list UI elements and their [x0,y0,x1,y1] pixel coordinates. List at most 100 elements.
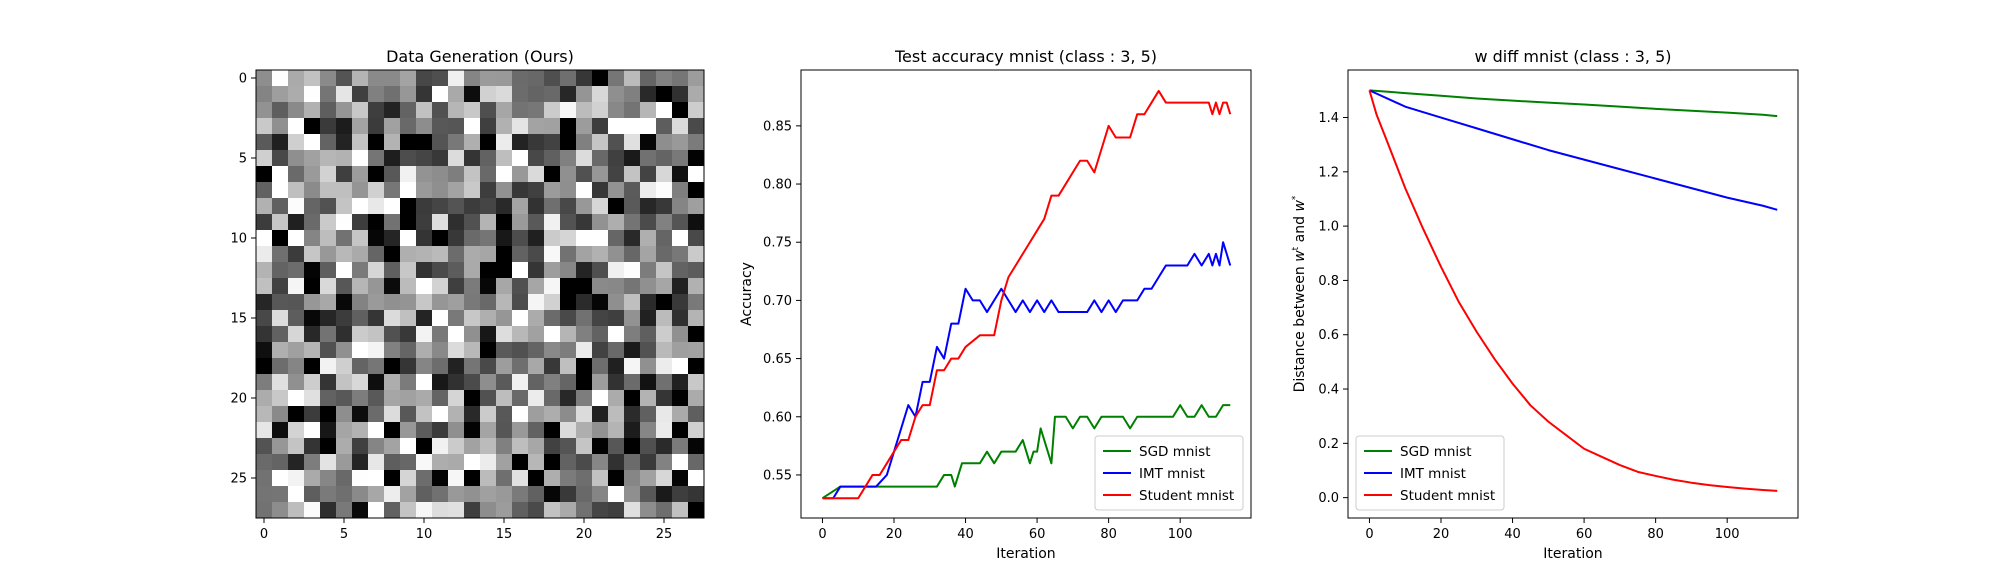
heatmap-cell [672,166,689,183]
accuracy-xtick-label: 60 [1029,527,1046,542]
heatmap-cell [608,198,625,215]
heatmap-cell [608,390,625,407]
heatmap-cell [304,294,321,311]
heatmap-cell [560,502,577,519]
heatmap-cell [496,102,513,119]
heatmap-cell [352,326,369,343]
heatmap-cell [320,438,337,455]
heatmap-title: Data Generation (Ours) [386,47,574,66]
heatmap-cell [288,422,305,439]
heatmap-cell [640,198,657,215]
heatmap-cell [368,310,385,327]
heatmap-cell [688,166,705,183]
heatmap-cell [464,310,481,327]
heatmap-cell [336,214,353,231]
heatmap-cell [544,230,561,247]
heatmap-cell [624,118,641,135]
heatmap-cell [592,182,609,199]
heatmap-cell [592,310,609,327]
heatmap-cell [352,406,369,423]
heatmap-cell [512,70,529,87]
heatmap-cell [528,70,545,87]
heatmap-cell [576,230,593,247]
heatmap-cell [656,358,673,375]
heatmap-cell [608,326,625,343]
heatmap-cell [672,246,689,263]
heatmap-cell [688,390,705,407]
heatmap-cell [544,438,561,455]
heatmap-cell [576,246,593,263]
heatmap-cell [512,182,529,199]
accuracy-frame [800,69,1252,519]
heatmap-cell [640,166,657,183]
heatmap-cell [272,454,289,471]
heatmap-cell [368,454,385,471]
wdiff-series-student-mnist [1368,90,1778,492]
heatmap-cell [480,342,497,359]
heatmap-cell [432,294,449,311]
heatmap-cell [688,486,705,503]
heatmap-cell [416,230,433,247]
heatmap-cell [432,406,449,423]
heatmap-cell [384,470,401,487]
heatmap-cell [448,230,465,247]
heatmap-cell [368,502,385,519]
heatmap-cell [336,294,353,311]
heatmap-cell [272,358,289,375]
heatmap-cell [464,134,481,151]
heatmap-ytick-label: 0 [239,72,247,87]
heatmap-cell [368,294,385,311]
heatmap-cell [288,278,305,295]
heatmap-cell [352,182,369,199]
heatmap-cell [432,358,449,375]
heatmap-cell [256,198,273,215]
heatmap-cell [464,102,481,119]
heatmap-cell [640,70,657,87]
heatmap-cell [336,246,353,263]
accuracy-legend-label: SGD mnist [1139,444,1211,460]
heatmap-cell [512,374,529,391]
heatmap-ytick-label: 5 [239,152,247,167]
heatmap-cell [432,374,449,391]
heatmap-cell [608,294,625,311]
heatmap-cell [272,278,289,295]
heatmap-cell [336,262,353,279]
heatmap-cell [272,246,289,263]
heatmap-cell [320,502,337,519]
heatmap-cell [400,70,417,87]
heatmap-cell [592,422,609,439]
heatmap-cell [432,278,449,295]
heatmap-cell [528,502,545,519]
heatmap-cell [656,230,673,247]
heatmap-cell [544,358,561,375]
heatmap-cell [576,70,593,87]
heatmap-cell [544,102,561,119]
accuracy-series-student-mnist [822,89,1232,500]
heatmap-cell [496,246,513,263]
heatmap-cell [592,246,609,263]
heatmap-cell [416,374,433,391]
accuracy-xtick-label: 40 [957,527,974,542]
heatmap-xtick-label: 10 [416,527,433,542]
heatmap-cell [464,230,481,247]
heatmap-cell [400,198,417,215]
heatmap-cell [448,470,465,487]
heatmap-cell [624,342,641,359]
heatmap-cell [624,134,641,151]
heatmap-cell [432,86,449,103]
heatmap-cell [656,374,673,391]
heatmap-cell [544,150,561,167]
heatmap-cell [400,486,417,503]
wdiff-series-imt-mnist [1369,89,1778,211]
heatmap-cell [336,390,353,407]
heatmap-cell [608,374,625,391]
heatmap-cell [528,214,545,231]
heatmap-cell [320,406,337,423]
heatmap-cell [592,374,609,391]
heatmap-cell [496,230,513,247]
heatmap-cell [272,198,289,215]
heatmap-cell [624,326,641,343]
heatmap-cell [608,134,625,151]
heatmap-cell [624,230,641,247]
heatmap-cell [544,406,561,423]
